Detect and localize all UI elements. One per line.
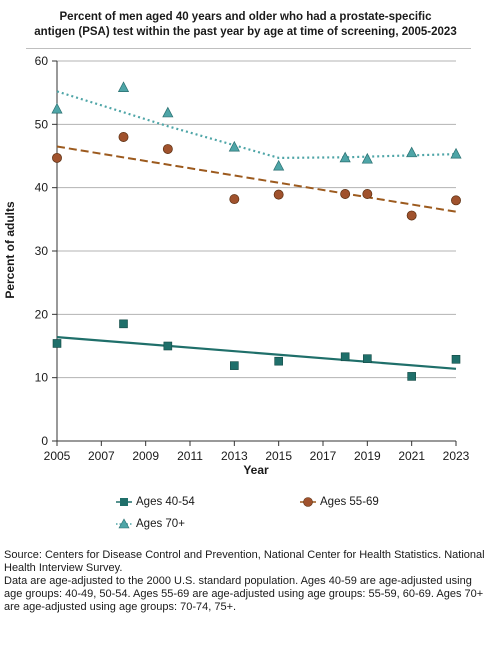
legend-item-ages-70-plus: Ages 70+ — [116, 518, 185, 530]
x-tick-label: 2019 — [354, 449, 381, 463]
data-point-triangle — [450, 147, 462, 159]
trend-line-series-2 — [56, 90, 457, 160]
data-point-triangle — [406, 146, 418, 158]
x-tick-label: 2009 — [132, 449, 159, 463]
chart-footnote: Source: Centers for Disease Control and … — [4, 549, 490, 614]
data-point-circle — [340, 189, 351, 199]
data-point-circle — [118, 132, 129, 142]
data-point-triangle — [361, 152, 373, 164]
chart-title-line-2: antigen (PSA) test within the past year … — [34, 26, 457, 38]
trend-line-series-0 — [56, 336, 457, 370]
data-point-square — [119, 319, 128, 329]
square-marker-icon — [116, 496, 132, 508]
triangle-marker-icon — [116, 518, 132, 530]
y-tick-label: 30 — [35, 244, 49, 258]
x-tick-label: 2011 — [177, 449, 203, 463]
y-tick-label: 20 — [35, 307, 49, 321]
y-tick-label: 0 — [41, 434, 48, 448]
axes: 0 10 20 30 40 50 60 2005 2007 2009 2011 2013 2015 201… — [35, 54, 470, 463]
circle-marker-icon — [300, 496, 316, 508]
chart-title-line-1: Percent of men aged 40 years and older w… — [59, 11, 432, 23]
data-point-circle — [162, 144, 173, 154]
data-point-circle — [273, 189, 284, 200]
data-points — [51, 81, 462, 381]
title-divider — [26, 48, 471, 49]
legend-label-ages-55-69: Ages 55-69 — [320, 496, 379, 508]
data-point-square — [340, 352, 350, 362]
data-point-triangle — [273, 159, 285, 171]
y-tick-label: 60 — [35, 54, 49, 68]
data-point-circle — [406, 210, 417, 221]
gridlines — [57, 60, 456, 379]
data-point-square — [451, 354, 461, 364]
data-point-circle — [362, 189, 373, 199]
legend-label-ages-70-plus: Ages 70+ — [136, 518, 185, 530]
y-axis-label: Percent of adults — [3, 201, 17, 299]
trend-lines — [56, 90, 457, 370]
data-point-square — [230, 361, 239, 370]
data-point-square — [363, 354, 372, 363]
data-point-triangle — [339, 151, 351, 163]
data-point-square — [52, 339, 62, 348]
data-point-triangle — [51, 102, 63, 114]
data-point-circle — [52, 152, 62, 163]
legend-label-ages-40-54: Ages 40-54 — [136, 496, 195, 508]
trend-line-series-1 — [56, 145, 457, 213]
x-axis-label: Year — [243, 463, 269, 477]
x-tick-label: 2015 — [265, 449, 292, 463]
x-tick-label: 2013 — [221, 449, 248, 463]
methods-note: Data are age-adjusted to the 2000 U.S. s… — [4, 575, 484, 613]
x-tick-label: 2007 — [88, 449, 115, 463]
data-point-circle — [229, 194, 240, 205]
data-point-triangle — [228, 140, 240, 152]
y-tick-label: 40 — [35, 181, 49, 195]
chart-title: Percent of men aged 40 years and older w… — [0, 10, 491, 40]
y-tick-label: 10 — [35, 371, 49, 385]
data-point-square — [274, 356, 283, 366]
source-note: Source: Centers for Disease Control and … — [4, 549, 485, 574]
legend-item-ages-55-69: Ages 55-69 — [300, 496, 379, 508]
x-tick-label: 2017 — [310, 449, 337, 463]
data-point-square — [407, 372, 416, 381]
data-point-square — [163, 341, 173, 351]
data-point-triangle — [117, 81, 130, 92]
x-tick-label: 2023 — [443, 449, 470, 463]
data-point-circle — [451, 195, 461, 206]
legend-item-ages-40-54: Ages 40-54 — [116, 496, 195, 508]
x-tick-label: 2005 — [44, 449, 71, 463]
x-tick-label: 2021 — [398, 449, 425, 463]
y-tick-label: 50 — [35, 117, 49, 131]
data-point-triangle — [162, 106, 174, 118]
